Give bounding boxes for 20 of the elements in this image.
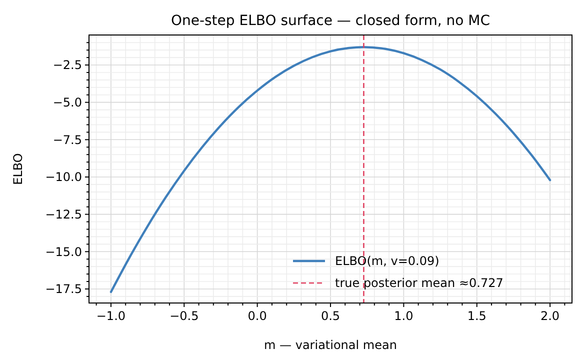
y-tick-label: −5.0: [52, 96, 82, 110]
y-tick-label: −15.0: [45, 244, 82, 259]
x-tick-label: 1.0: [394, 309, 414, 323]
legend-label: ELBO(m, v=0.09): [335, 254, 440, 268]
x-tick-label: 1.5: [467, 309, 486, 323]
ref-line-label: true posterior mean ≈0.727: [335, 276, 504, 290]
y-tick-label: −7.5: [52, 132, 82, 147]
x-tick-label: −0.5: [170, 309, 199, 323]
y-tick-label: −2.5: [52, 58, 82, 72]
x-tick-label: −1.0: [96, 309, 126, 323]
line-series: [110, 46, 552, 294]
x-tick-label: 0.0: [248, 309, 267, 323]
chart-title: One-step ELBO surface — closed form, no MC: [170, 13, 490, 29]
y-axis-title: ELBO: [11, 153, 25, 185]
y-tick-label: −10.0: [45, 170, 82, 184]
x-axis-title: m — variational mean: [264, 338, 397, 352]
x-tick-label: 0.5: [320, 309, 340, 323]
y-tick-label: −12.5: [45, 208, 82, 222]
x-tick-label: 2.0: [540, 309, 560, 323]
y-tick-label: −17.5: [45, 282, 82, 296]
